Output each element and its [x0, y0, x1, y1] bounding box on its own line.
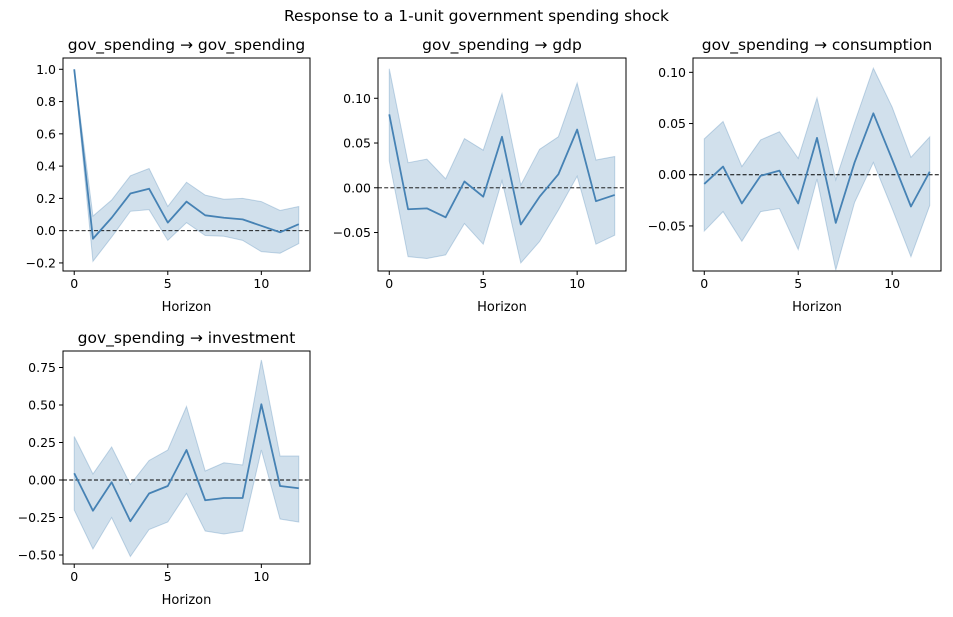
subplot-3: 0 5 10 −0.05 0.00 0.05 0.10 gov_spending → cons… [648, 36, 942, 315]
x-axis-label: Horizon [792, 300, 842, 315]
x-tick-label: 5 [479, 276, 487, 291]
axes-frame [62, 57, 311, 272]
y-tick-label: 0.10 [658, 65, 686, 80]
y-tick-label: 0.75 [28, 360, 56, 375]
y-tick-label: 0.25 [28, 435, 56, 450]
y-tick-label: 0.4 [36, 159, 56, 174]
subplot-1: 0 5 10 −0.2 0.0 0.2 0.4 0.6 0.8 1.0 gov_spending →… [26, 36, 311, 315]
y-tick-label: −0.05 [648, 218, 686, 233]
subplot-2: 0 5 10 −0.05 0.00 0.05 0.10 gov_spending → gdp H… [333, 36, 627, 315]
y-tick-label: 0.00 [658, 167, 686, 182]
figure-title: Response to a 1-unit government spending… [283, 7, 669, 25]
y-tick-label: 0.6 [36, 126, 56, 141]
x-tick-label: 0 [70, 276, 78, 291]
y-tick-label: 0.10 [343, 91, 371, 106]
axes-frame [377, 57, 627, 272]
x-axis-label: Horizon [162, 593, 212, 608]
y-tick-label: 0.2 [36, 191, 56, 206]
x-tick-label: 0 [70, 569, 78, 584]
y-tick-label: 0.0 [36, 223, 56, 238]
x-tick-label: 10 [884, 276, 900, 291]
x-tick-label: 10 [569, 276, 585, 291]
y-tick-label: −0.25 [18, 510, 56, 525]
confidence-band [703, 66, 931, 271]
y-tick-label: 0.8 [36, 94, 56, 109]
y-tick-label: 0.05 [343, 136, 371, 151]
x-tick-label: 5 [164, 569, 172, 584]
x-tick-label: 10 [253, 276, 269, 291]
x-tick-label: 10 [253, 569, 269, 584]
x-axis-label: Horizon [477, 300, 527, 315]
x-tick-label: 5 [164, 276, 172, 291]
x-tick-label: 5 [794, 276, 802, 291]
x-tick-label: 0 [700, 276, 708, 291]
y-tick-label: 0.00 [28, 473, 56, 488]
axes-frame [62, 350, 311, 565]
subplot-title: gov_spending → consumption [702, 36, 933, 55]
y-tick-label: −0.50 [18, 548, 56, 563]
subplot-4: 0 5 10 −0.50 −0.25 0.00 0.25 0.50 0.75 gov_spendi… [18, 329, 311, 608]
axes-frame [692, 57, 942, 272]
subplot-title: gov_spending → gov_spending [68, 36, 306, 55]
x-axis-label: Horizon [162, 300, 212, 315]
subplot-title: gov_spending → gdp [422, 36, 582, 55]
y-tick-label: −0.2 [26, 255, 56, 270]
subplot-title: gov_spending → investment [78, 329, 296, 348]
confidence-band [73, 359, 300, 558]
y-tick-label: 0.00 [343, 180, 371, 195]
confidence-band [73, 69, 300, 263]
x-tick-label: 0 [385, 276, 393, 291]
y-tick-label: −0.05 [333, 225, 371, 240]
y-tick-label: 1.0 [36, 62, 56, 77]
confidence-band [388, 68, 616, 265]
y-tick-label: 0.50 [28, 398, 56, 413]
y-tick-label: 0.05 [658, 116, 686, 131]
